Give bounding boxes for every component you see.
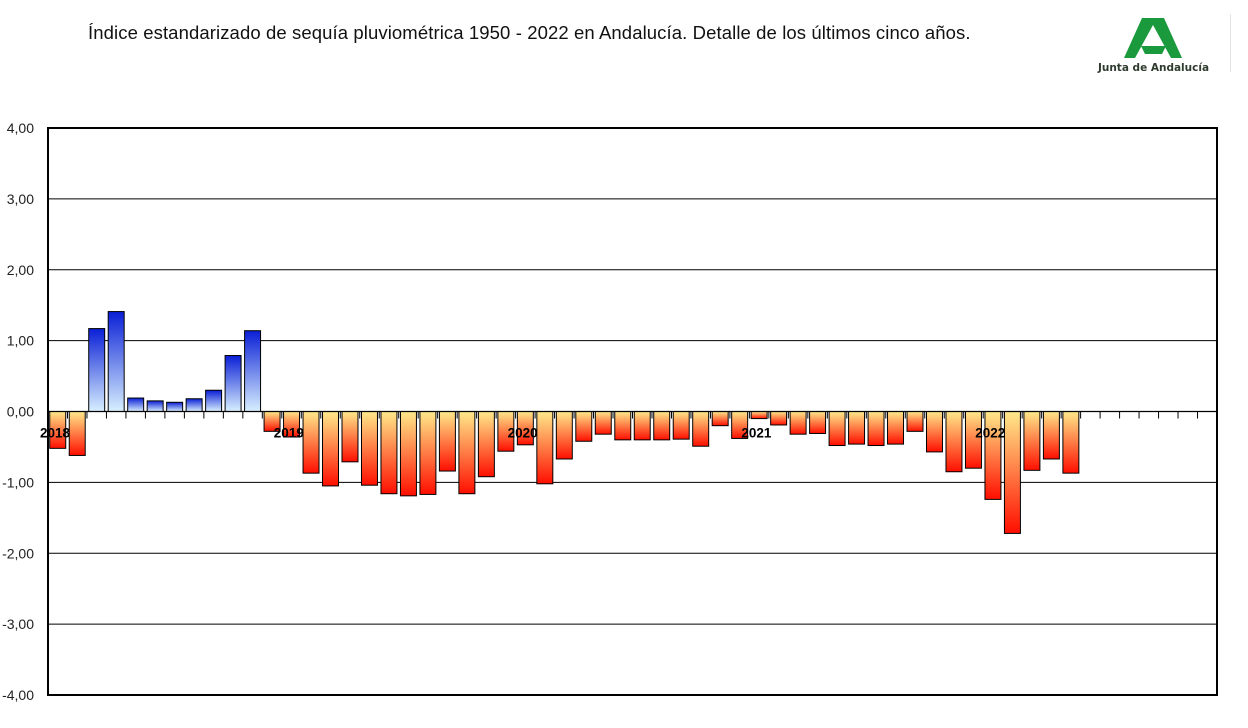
y-tick-label: 2,00	[7, 262, 34, 278]
bar	[672, 411, 690, 440]
logo-divider	[1230, 14, 1231, 72]
bar	[926, 411, 943, 453]
bar	[711, 411, 729, 427]
bar	[614, 411, 632, 441]
bar	[302, 411, 320, 474]
bar	[127, 397, 145, 413]
bar	[419, 411, 437, 495]
logo-text: Junta de Andalucía	[1097, 62, 1210, 74]
y-tick-label: 0,00	[7, 404, 34, 420]
bar	[906, 411, 924, 432]
bar	[166, 401, 184, 413]
bar	[828, 411, 846, 447]
bar	[360, 411, 378, 486]
bar	[1042, 411, 1060, 460]
year-label: 2019	[274, 426, 304, 441]
y-tick-label: 4,00	[7, 120, 34, 136]
y-tick-label: 1,00	[7, 333, 34, 349]
year-label: 2022	[975, 426, 1005, 441]
y-tick-label: -3,00	[2, 616, 34, 632]
y-tick-label: -2,00	[2, 545, 34, 561]
bar	[107, 311, 125, 412]
bar	[653, 411, 671, 441]
labels: -4,00 -3,00 -2,00 -1,00 0,00 1,00 2,00 3,00 4,00…	[2, 120, 1005, 703]
bar	[945, 411, 963, 473]
bar	[224, 355, 242, 413]
bar	[809, 411, 827, 434]
bar	[555, 411, 573, 460]
bar	[244, 330, 262, 413]
bar	[1023, 411, 1041, 471]
year-label: 2020	[508, 426, 538, 441]
y-tick-label: -4,00	[2, 687, 34, 703]
bar	[399, 411, 417, 497]
bars	[49, 311, 1080, 534]
bar	[341, 411, 359, 463]
junta-andalucia-logo: Junta de Andalucía	[1096, 14, 1211, 80]
year-label: 2021	[741, 426, 772, 441]
y-tick-label: 3,00	[7, 191, 34, 207]
bar	[887, 411, 905, 445]
junta-andalucia-logo-icon	[1124, 18, 1182, 58]
bar	[458, 411, 476, 495]
bar	[692, 411, 710, 447]
bar	[477, 411, 495, 478]
bar	[322, 411, 339, 487]
bar	[438, 411, 456, 472]
bar	[633, 411, 651, 441]
bar	[205, 389, 223, 412]
bar	[750, 411, 768, 420]
axes	[47, 127, 1218, 696]
bar	[536, 411, 554, 485]
bar	[146, 400, 164, 412]
year-label: 2018	[40, 426, 71, 441]
bar	[575, 411, 593, 442]
bar	[68, 411, 86, 456]
bar	[185, 398, 203, 412]
bar	[380, 411, 398, 495]
plot-frame	[47, 127, 1218, 696]
bar	[867, 411, 885, 447]
bar	[1062, 411, 1080, 474]
y-tick-label: -1,00	[2, 474, 34, 490]
bar	[789, 411, 807, 435]
chart-title: Índice estandarizado de sequía pluviomét…	[88, 22, 971, 43]
bar	[770, 411, 788, 426]
bar	[848, 411, 866, 445]
bar	[594, 411, 612, 435]
bar	[88, 328, 106, 413]
bar	[1003, 411, 1021, 534]
